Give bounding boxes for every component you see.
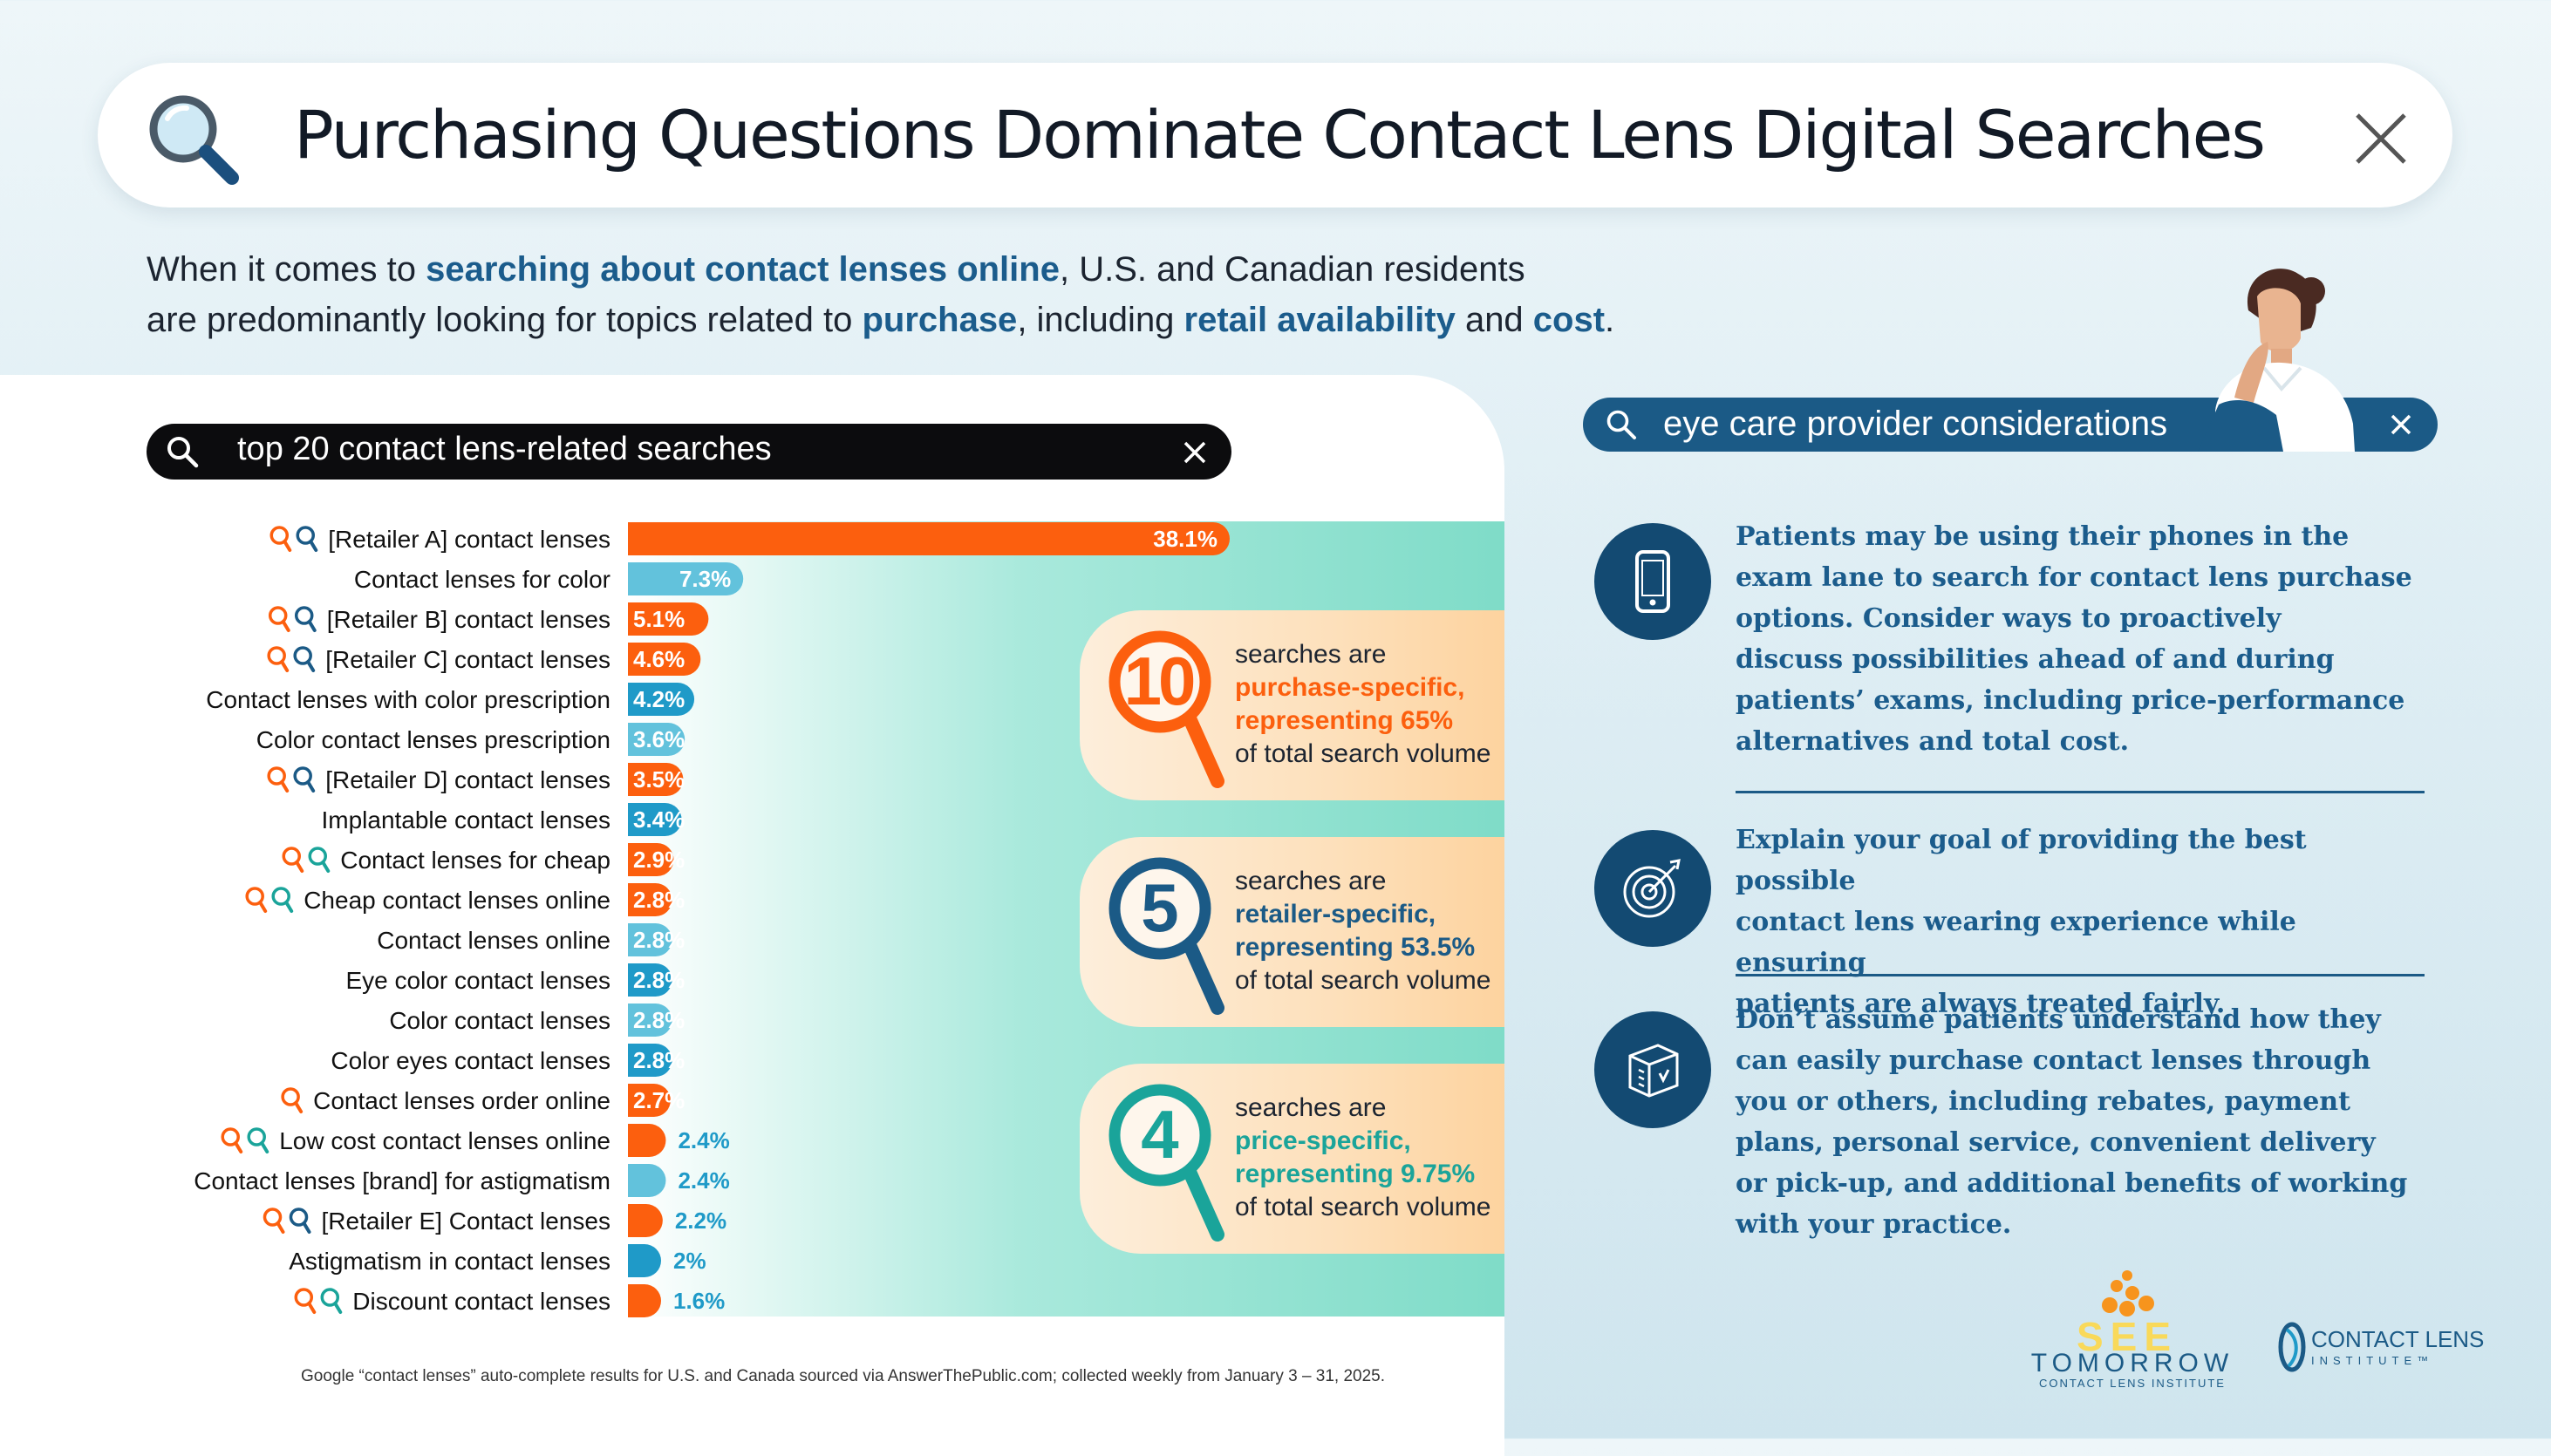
search-icon (1606, 410, 1636, 439)
see-tomorrow-logo: SEE TOMORROW CONTACT LENS INSTITUTE (2031, 1270, 2234, 1390)
target-icon (1623, 859, 1681, 918)
doctor-illustration (2198, 269, 2355, 452)
consideration-text: Don’t assume patients understand how the… (1736, 1004, 2408, 1240)
considerations-search-text: eye care provider considerations (1663, 405, 2168, 443)
svg-text:SEE: SEE (2077, 1314, 2178, 1359)
package-icon (1628, 1044, 1679, 1098)
source-note: Google “contact lenses” auto-complete re… (301, 1367, 1386, 1385)
stat-share: representing 53.5% (1235, 933, 1476, 962)
close-icon[interactable] (2391, 414, 2411, 435)
stat-line: searches are (1235, 867, 1387, 895)
close-icon[interactable] (2352, 110, 2410, 167)
close-icon[interactable] (1183, 441, 1206, 464)
stat-number: 4 (1141, 1096, 1178, 1173)
consideration-text: Explain your goal of providing the best … (1736, 825, 2307, 1019)
chart-search-text: top 20 contact lens-related searches (237, 431, 772, 467)
stat-category: retailer-specific, (1235, 900, 1436, 929)
stat-line: of total search volume (1235, 966, 1491, 995)
svg-text:TOMORROW: TOMORROW (2031, 1349, 2234, 1378)
divider (1736, 791, 2425, 793)
stat-line: of total search volume (1235, 739, 1491, 768)
phone-icon-badge (1594, 523, 1711, 640)
svg-text:INSTITUTE™: INSTITUTE™ (2311, 1354, 2433, 1367)
stat-category: price-specific, (1235, 1126, 1411, 1155)
page-title: Purchasing Questions Dominate Contact Le… (294, 96, 2266, 173)
stat-share: representing 65% (1235, 706, 1454, 735)
magnifier-icon (1108, 857, 1224, 1015)
stat-card-price: 4 searches are price-specific, represent… (1080, 1064, 1504, 1254)
package-icon-badge (1594, 1011, 1711, 1128)
stat-share: representing 9.75% (1235, 1160, 1476, 1188)
title-bar: Purchasing Questions Dominate Contact Le… (98, 63, 2452, 208)
chart-search-bar[interactable]: top 20 contact lens-related searches (147, 424, 1231, 480)
stat-line: searches are (1235, 1093, 1387, 1122)
target-icon-badge (1594, 830, 1711, 947)
contact-lens-institute-logo: CONTACT LENS INSTITUTE™ (2278, 1322, 2484, 1372)
magnifier-icon (149, 95, 239, 185)
stat-line: searches are (1235, 640, 1387, 669)
phone-icon (1635, 550, 1670, 613)
search-icon (167, 437, 199, 468)
stat-card-retailer: 5 searches are retailer-specific, repres… (1080, 837, 1504, 1027)
intro-text: When it comes to searching about contact… (147, 250, 1615, 339)
stat-line: of total search volume (1235, 1193, 1491, 1221)
divider (1736, 974, 2425, 976)
stat-number: 10 (1123, 643, 1197, 719)
stat-category: purchase-specific, (1235, 673, 1465, 702)
magnifier-icon (1108, 1084, 1224, 1242)
stat-number: 5 (1141, 869, 1178, 946)
svg-text:CONTACT LENS INSTITUTE: CONTACT LENS INSTITUTE (2039, 1377, 2226, 1390)
magnifier-icon (1108, 630, 1224, 788)
svg-text:CONTACT LENS: CONTACT LENS (2311, 1326, 2484, 1352)
consideration-text: Patients may be using their phones in th… (1736, 521, 2412, 757)
stat-card-purchase: 10 searches are purchase-specific, repre… (1080, 610, 1504, 800)
